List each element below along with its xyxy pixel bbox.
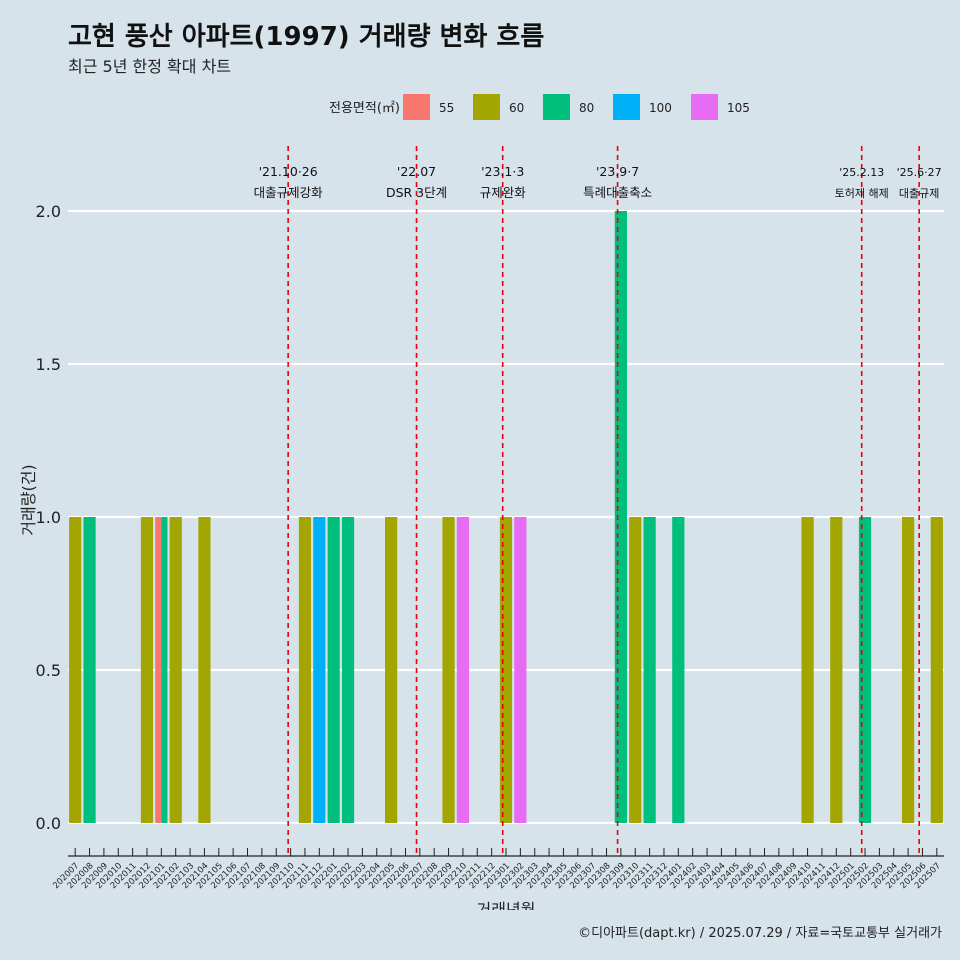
bar-chart: 0.0 0.5 1.0 1.5 2.0 '21.10·26 대출규제강화 '22.07 DSR …	[19, 146, 944, 910]
bar	[161, 517, 168, 823]
bar	[514, 517, 527, 823]
bar	[385, 517, 398, 823]
legend-label-100: 100	[649, 101, 672, 115]
legend-label-80: 80	[579, 101, 594, 115]
y-tick-label: 2.0	[36, 202, 61, 221]
event-label: 특례대출축소	[583, 185, 652, 200]
bar	[643, 517, 656, 823]
bar	[169, 517, 182, 823]
event-date-label: '22.07	[397, 164, 436, 179]
bar	[198, 517, 211, 823]
bar	[327, 517, 340, 823]
bar	[830, 517, 843, 823]
legend-title: 전용면적(㎡)	[329, 101, 400, 116]
bar	[442, 517, 455, 823]
legend-label-105: 105	[727, 101, 750, 115]
bar	[69, 517, 82, 823]
bar	[901, 517, 915, 823]
chart-subtitle: 최근 5년 한정 확대 차트	[68, 57, 232, 76]
event-date-label: '25.6·27	[897, 166, 942, 179]
legend-swatch-60	[473, 94, 500, 120]
event-label: 규제완화	[480, 185, 527, 200]
bar	[456, 517, 470, 823]
bar	[858, 517, 872, 823]
legend-swatch-80	[543, 94, 570, 120]
bar	[672, 517, 685, 823]
y-tick-label: 0.0	[36, 814, 61, 833]
legend-swatch-55	[403, 94, 430, 120]
event-date-label: '25.2.13	[839, 166, 884, 179]
bar	[614, 211, 627, 823]
chart-title: 고현 풍산 아파트(1997) 거래량 변화 흐름	[68, 22, 545, 52]
bar	[629, 517, 642, 823]
event-label: 대출규제	[899, 187, 939, 200]
y-tick-label: 0.5	[36, 661, 61, 680]
bar	[298, 517, 312, 823]
bar	[313, 517, 326, 823]
source-caption: ©디아파트(dapt.kr) / 2025.07.29 / 자료=국토교통부 실…	[578, 926, 942, 941]
event-date-label: '23.9·7	[596, 164, 639, 179]
bar	[499, 517, 513, 823]
bar	[155, 517, 162, 823]
legend: 전용면적(㎡) 55 60 80 100 105	[329, 94, 750, 120]
legend-label-60: 60	[509, 101, 524, 115]
y-axis-title: 거래량(건)	[19, 464, 38, 535]
event-label: DSR 3단계	[386, 185, 447, 200]
event-label: 토허제 해제	[835, 186, 889, 200]
bar	[83, 517, 96, 823]
legend-swatch-105	[691, 94, 718, 120]
bar	[930, 517, 943, 823]
bar	[140, 517, 154, 823]
legend-swatch-100	[613, 94, 640, 120]
event-label: 대출규제강화	[254, 185, 324, 200]
event-date-label: '21.10·26	[259, 164, 318, 179]
legend-label-55: 55	[439, 101, 454, 115]
y-tick-label: 1.5	[36, 355, 61, 374]
bar	[801, 517, 814, 823]
event-date-label: '23.1·3	[481, 164, 524, 179]
y-tick-label: 1.0	[36, 508, 61, 527]
x-axis-title: 거래년월	[477, 900, 536, 910]
bar	[341, 517, 355, 823]
